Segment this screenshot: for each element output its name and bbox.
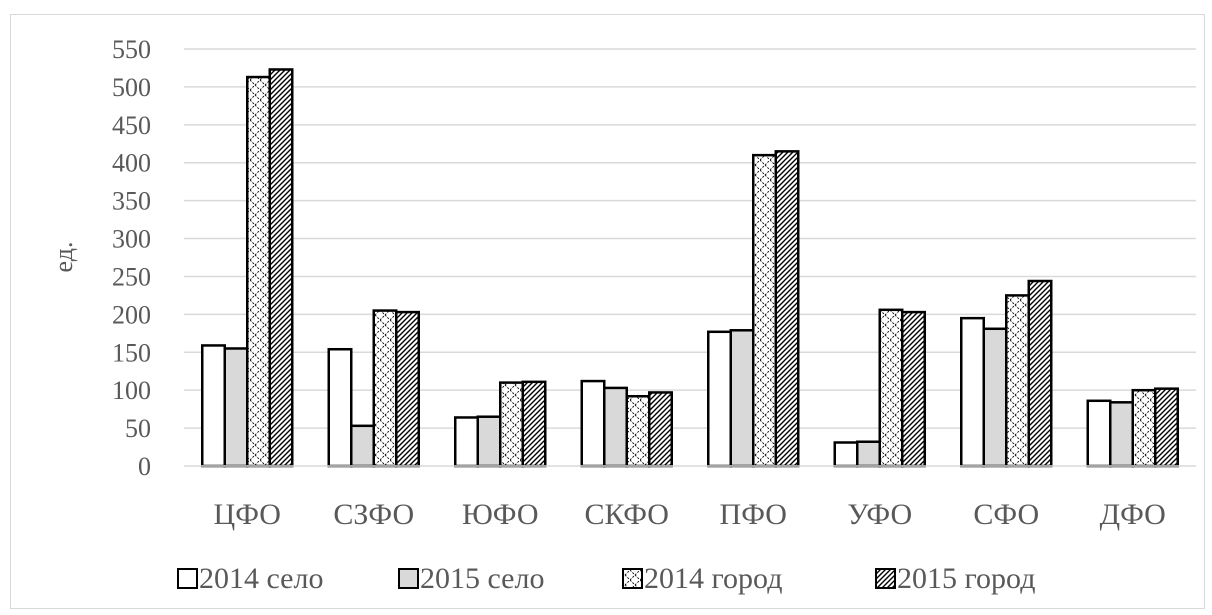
y-tick-label: 400 [112,149,151,178]
x-axis-categories: ЦФО СЗФО ЮФО СКФО ПФО УФО СФО ДФО [214,498,1166,531]
bar [901,310,926,468]
y-tick-label: 500 [112,73,151,102]
legend-swatch [622,568,643,589]
bar [625,394,651,468]
bar [268,68,294,468]
bar [350,424,375,468]
x-category-label: ЮФО [462,498,539,531]
bar [982,327,1008,468]
x-category-label: СФО [973,498,1039,531]
x-category-label: ДФО [1100,498,1166,531]
legend-label: 2014 город [644,562,782,595]
legend-label: 2014 село [199,562,323,595]
bar [1154,387,1179,468]
bar [878,308,904,468]
y-tick-label: 550 [112,35,151,64]
y-axis-ticks: 0 50 100 150 200 250 300 350 400 450 500 550 [112,35,151,481]
bar [1086,399,1112,468]
y-tick-label: 250 [112,262,151,291]
bar [1131,388,1157,468]
bar [603,386,628,468]
y-tick-label: 450 [112,111,151,140]
bar [833,441,859,468]
y-tick-label: 300 [112,225,151,254]
legend-label: 2015 село [420,562,544,595]
y-tick-label: 350 [112,187,151,216]
bar [476,415,502,468]
x-category-label: ЦФО [214,498,281,531]
bar [201,344,226,468]
y-axis-title: ед. [49,242,78,273]
bar [223,347,249,468]
legend-swatch [398,568,419,589]
y-tick-label: 200 [112,300,151,329]
bar [774,150,800,468]
y-tick-label: 50 [125,414,151,443]
bar [395,310,420,468]
x-category-label: СКФО [585,498,669,531]
bar [752,153,777,468]
x-category-label: ПФО [720,498,787,531]
bar [327,347,353,468]
legend-swatch [177,568,198,589]
bar [499,381,524,468]
legend-label: 2015 город [897,562,1035,595]
y-tick-label: 0 [138,452,151,481]
legend-swatch [875,568,896,589]
bar [521,380,547,468]
bar [1005,294,1030,468]
bar [1109,401,1134,468]
x-category-label: СЗФО [333,498,414,531]
y-tick-label: 150 [112,338,151,367]
x-category-label: УФО [847,498,912,531]
legend: 2014 село 2015 село 2014 город 2015 город [177,562,1035,595]
bar [707,330,732,468]
bar [580,379,606,468]
bar [729,329,755,468]
y-tick-label: 100 [112,376,151,405]
bars [201,68,1179,468]
bar [372,309,398,468]
bar [246,75,271,468]
bar [960,316,985,468]
bar [454,416,479,468]
bar [1027,279,1053,468]
bar [856,440,881,468]
bar [648,391,673,468]
